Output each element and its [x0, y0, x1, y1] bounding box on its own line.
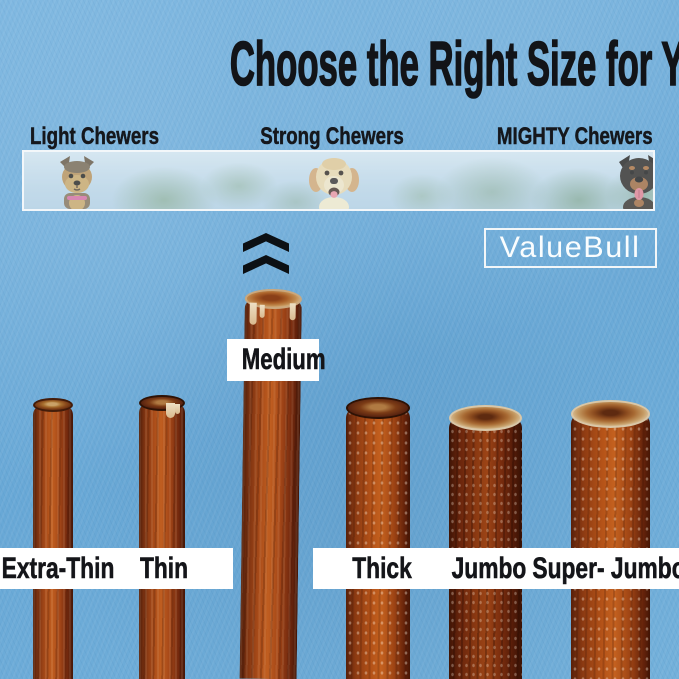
faded-photo-veil: [24, 152, 653, 209]
chewer-label-strong: Strong Chewers: [260, 123, 404, 150]
size-label-medium: Medium: [227, 339, 326, 381]
labrador-image: [309, 158, 359, 209]
bully-stick-cut-face: [449, 405, 522, 431]
rottweiler-image: [619, 155, 653, 209]
bully-stick-shaft: [139, 403, 185, 679]
size-label-band-right: Thick Jumbo Super- Jumbo: [313, 548, 679, 589]
bully-stick-thick: [346, 397, 410, 679]
page-title: Choose the Right Size for Your Dog: [0, 30, 679, 99]
brand-logo: ValueBull: [484, 228, 657, 268]
bully-stick-cut-face: [571, 400, 650, 428]
double-chevron-up-icon: [243, 233, 289, 277]
fat-drip: [165, 403, 175, 418]
bully-stick-cut-face: [33, 398, 73, 412]
size-label-thick: Thick: [352, 552, 412, 586]
bully-stick-jumbo: [449, 405, 522, 679]
size-label-jumbo: Jumbo: [451, 552, 527, 586]
size-label-thin: Thin: [139, 552, 189, 586]
chevron-up-icon: [243, 255, 289, 274]
fat-drip: [259, 304, 265, 318]
fat-drip: [174, 404, 180, 414]
size-label-extra-thin: Extra-Thin: [1, 552, 115, 586]
yorkshire-terrier-image: [60, 156, 94, 209]
bully-stick-cut-face: [346, 397, 410, 419]
chevron-up-icon: [243, 233, 289, 252]
chewer-label-light: Light Chewers: [30, 123, 159, 150]
fat-drip: [249, 302, 257, 325]
bully-stick-shaft: [346, 408, 410, 679]
bully-stick-shaft: [571, 414, 650, 679]
fat-drip: [289, 303, 296, 321]
bully-stick-extra-thin: [33, 398, 73, 679]
dog-photo-banner: [22, 150, 655, 211]
chewer-label-mighty: MIGHTY Chewers: [497, 123, 653, 150]
bully-stick-thin: [139, 395, 185, 679]
size-label-super-jumbo: Super- Jumbo: [532, 552, 679, 586]
page-title-text: Choose the Right Size for Your Dog: [229, 30, 679, 99]
bully-stick-super-jumbo: [571, 400, 650, 679]
bully-stick-shaft: [33, 405, 73, 679]
brand-logo-text: ValueBull: [500, 231, 641, 264]
size-label-band-left: Extra-Thin Thin: [0, 548, 233, 589]
